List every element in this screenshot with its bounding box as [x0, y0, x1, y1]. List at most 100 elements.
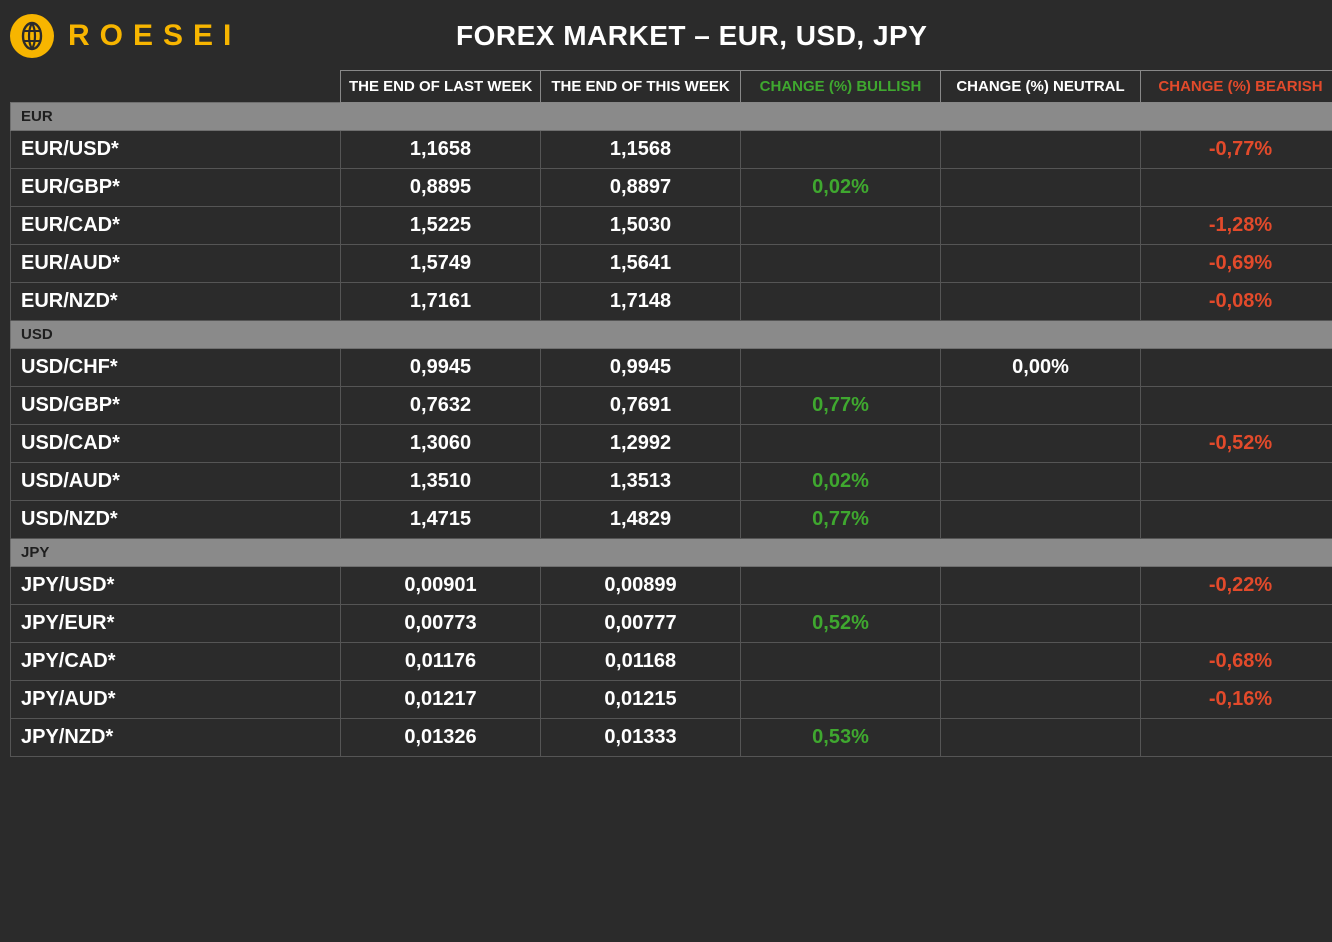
section-header: JPY: [11, 539, 1332, 567]
col-header-neutral: CHANGE (%) NEUTRAL: [941, 71, 1141, 103]
table-row: EUR/CAD*1,52251,5030-1,28%: [11, 207, 1332, 245]
cell-this-week: 0,01215: [541, 681, 741, 719]
cell-bullish: [741, 643, 941, 681]
table-row: USD/CHF*0,99450,99450,00%: [11, 349, 1332, 387]
cell-bearish: -0,68%: [1141, 643, 1332, 681]
cell-this-week: 1,2992: [541, 425, 741, 463]
cell-pair: USD/CAD*: [11, 425, 341, 463]
cell-bullish: 0,77%: [741, 387, 941, 425]
table-row: JPY/USD*0,009010,00899-0,22%: [11, 567, 1332, 605]
col-header-bearish: CHANGE (%) BEARISH: [1141, 71, 1332, 103]
cell-pair: USD/CHF*: [11, 349, 341, 387]
cell-this-week: 1,4829: [541, 501, 741, 539]
cell-bearish: [1141, 501, 1332, 539]
table-row: JPY/CAD*0,011760,01168 -0,68%: [11, 643, 1332, 681]
table-row: USD/GBP*0,76320,76910,77%: [11, 387, 1332, 425]
cell-last-week: 0,00901: [341, 567, 541, 605]
cell-pair: EUR/NZD*: [11, 283, 341, 321]
cell-last-week: 0,00773: [341, 605, 541, 643]
cell-last-week: 0,01217: [341, 681, 541, 719]
cell-this-week: 0,00899: [541, 567, 741, 605]
cell-neutral: [941, 387, 1141, 425]
cell-neutral: [941, 207, 1141, 245]
cell-last-week: 1,1658: [341, 131, 541, 169]
cell-neutral: [941, 605, 1141, 643]
cell-neutral: [941, 283, 1141, 321]
cell-neutral: [941, 719, 1141, 757]
cell-this-week: 0,00777: [541, 605, 741, 643]
section-label: EUR: [11, 103, 1332, 131]
cell-last-week: 1,5749: [341, 245, 541, 283]
section-label: USD: [11, 321, 1332, 349]
cell-bullish: [741, 131, 941, 169]
cell-pair: USD/GBP*: [11, 387, 341, 425]
cell-bullish: [741, 349, 941, 387]
col-header-pair: [11, 71, 341, 103]
cell-bullish: 0,77%: [741, 501, 941, 539]
table-row: EUR/USD*1,16581,1568-0,77%: [11, 131, 1332, 169]
table-row: USD/NZD*1,47151,48290,77%: [11, 501, 1332, 539]
cell-bullish: 0,53%: [741, 719, 941, 757]
cell-neutral: [941, 463, 1141, 501]
cell-pair: JPY/NZD*: [11, 719, 341, 757]
table-row: JPY/NZD*0,013260,013330,53%: [11, 719, 1332, 757]
table-header: THE END OF LAST WEEK THE END OF THIS WEE…: [11, 71, 1332, 103]
cell-bearish: -0,16%: [1141, 681, 1332, 719]
cell-last-week: 0,7632: [341, 387, 541, 425]
cell-neutral: [941, 131, 1141, 169]
cell-neutral: [941, 681, 1141, 719]
cell-bullish: [741, 681, 941, 719]
cell-last-week: 0,01326: [341, 719, 541, 757]
cell-this-week: 1,3513: [541, 463, 741, 501]
cell-bullish: [741, 567, 941, 605]
cell-neutral: 0,00%: [941, 349, 1141, 387]
cell-pair: JPY/CAD*: [11, 643, 341, 681]
cell-this-week: 0,7691: [541, 387, 741, 425]
cell-bullish: 0,02%: [741, 463, 941, 501]
brand-name: ROESEI: [68, 19, 241, 53]
cell-last-week: 1,4715: [341, 501, 541, 539]
cell-bearish: -1,28%: [1141, 207, 1332, 245]
cell-pair: EUR/CAD*: [11, 207, 341, 245]
table-row: EUR/AUD*1,57491,5641-0,69%: [11, 245, 1332, 283]
table-row: JPY/AUD*0,012170,01215 -0,16%: [11, 681, 1332, 719]
cell-bearish: -0,69%: [1141, 245, 1332, 283]
header: ROESEI FOREX MARKET – EUR, USD, JPY: [10, 8, 1322, 64]
section-header: USD: [11, 321, 1332, 349]
cell-pair: JPY/EUR*: [11, 605, 341, 643]
col-header-this-week: THE END OF THIS WEEK: [541, 71, 741, 103]
cell-last-week: 1,3510: [341, 463, 541, 501]
cell-this-week: 0,01168: [541, 643, 741, 681]
cell-bullish: 0,52%: [741, 605, 941, 643]
table-row: USD/AUD*1,35101,35130,02%: [11, 463, 1332, 501]
cell-last-week: 1,5225: [341, 207, 541, 245]
cell-last-week: 1,7161: [341, 283, 541, 321]
cell-last-week: 0,9945: [341, 349, 541, 387]
cell-bullish: [741, 283, 941, 321]
cell-last-week: 1,3060: [341, 425, 541, 463]
cell-bearish: [1141, 463, 1332, 501]
cell-bullish: [741, 245, 941, 283]
cell-this-week: 0,8897: [541, 169, 741, 207]
section-label: JPY: [11, 539, 1332, 567]
page-root: ROESEI FOREX MARKET – EUR, USD, JPY THE …: [0, 0, 1332, 942]
cell-bearish: -0,22%: [1141, 567, 1332, 605]
cell-bearish: [1141, 605, 1332, 643]
section-header: EUR: [11, 103, 1332, 131]
cell-pair: EUR/AUD*: [11, 245, 341, 283]
cell-neutral: [941, 169, 1141, 207]
cell-pair: EUR/GBP*: [11, 169, 341, 207]
cell-pair: EUR/USD*: [11, 131, 341, 169]
cell-pair: JPY/AUD*: [11, 681, 341, 719]
table-body: EUREUR/USD*1,16581,1568-0,77%EUR/GBP*0,8…: [11, 103, 1332, 757]
cell-pair: USD/NZD*: [11, 501, 341, 539]
table-row: EUR/NZD*1,71611,7148-0,08%: [11, 283, 1332, 321]
cell-this-week: 1,1568: [541, 131, 741, 169]
page-title: FOREX MARKET – EUR, USD, JPY: [241, 20, 1322, 52]
table-row: USD/CAD*1,30601,2992-0,52%: [11, 425, 1332, 463]
cell-neutral: [941, 425, 1141, 463]
cell-last-week: 0,8895: [341, 169, 541, 207]
col-header-bullish: CHANGE (%) BULLISH: [741, 71, 941, 103]
cell-last-week: 0,01176: [341, 643, 541, 681]
col-header-last-week: THE END OF LAST WEEK: [341, 71, 541, 103]
